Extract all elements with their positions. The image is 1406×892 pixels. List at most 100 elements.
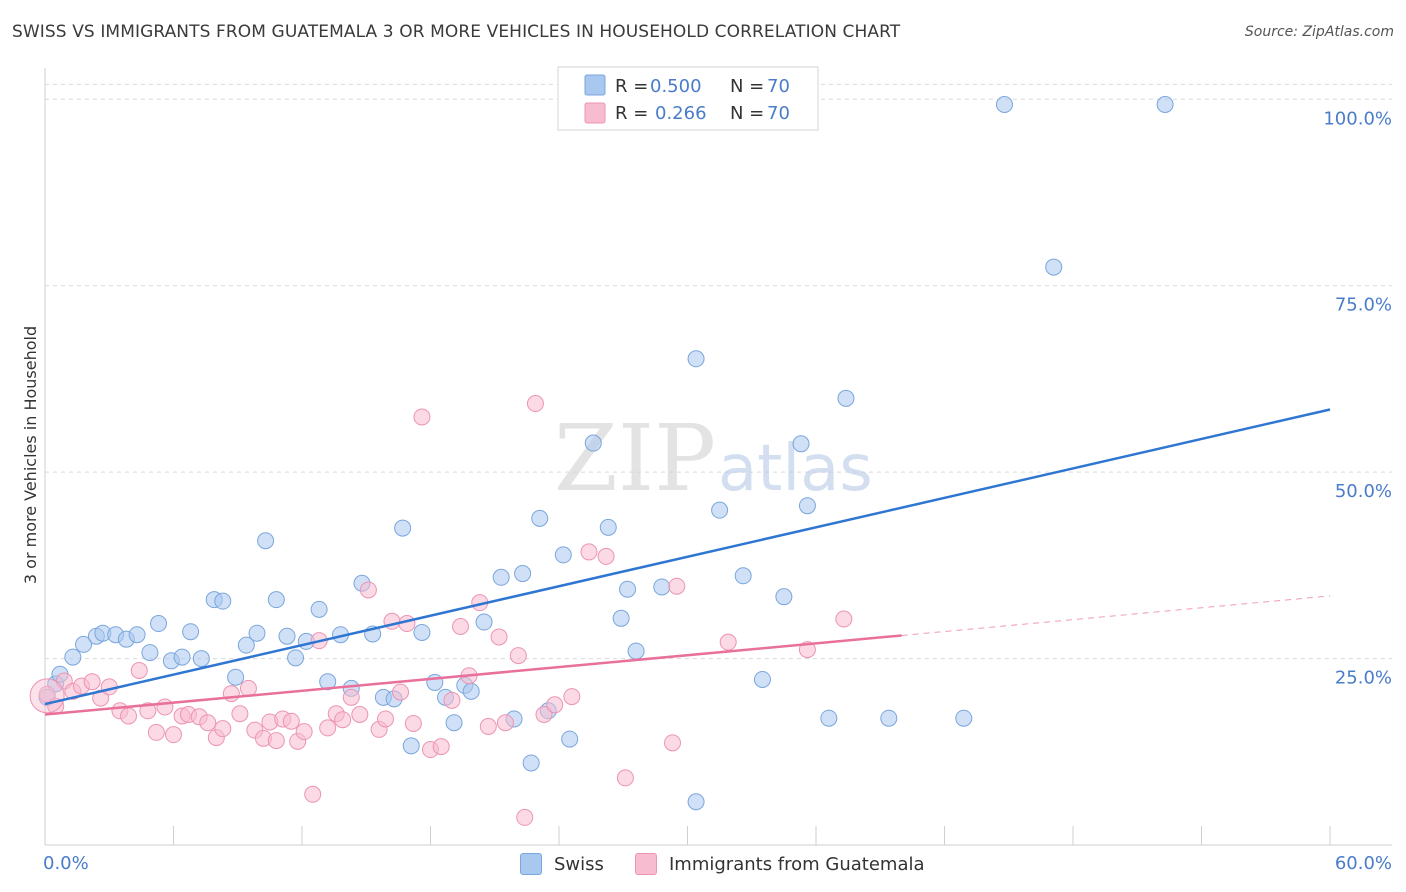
swiss-point	[267, 591, 285, 609]
guatemala-point	[451, 618, 469, 636]
swiss-point	[792, 435, 810, 453]
swiss-point	[837, 389, 855, 407]
guatemala-point	[563, 688, 581, 706]
guatemala-point	[597, 547, 615, 565]
guatemala-point	[29, 678, 65, 714]
swiss-point	[820, 709, 838, 727]
guatemala-point	[479, 717, 497, 735]
guatemala-trend-line	[44, 634, 902, 716]
swiss-point	[1045, 258, 1063, 276]
guatemala-point	[304, 785, 322, 803]
watermark: ZIP atlas	[554, 405, 873, 512]
swiss-point	[492, 568, 510, 586]
swiss-point	[522, 754, 540, 772]
swiss-point	[248, 624, 266, 642]
source-label: Source: ZipAtlas.com	[1244, 24, 1394, 40]
guatemala-point	[526, 395, 544, 413]
y-tick-label: 25.0%	[1335, 668, 1392, 689]
swiss-point	[257, 532, 275, 550]
guatemala-point	[668, 577, 686, 595]
swiss-point	[214, 592, 232, 610]
swiss-point	[227, 668, 245, 686]
swiss-point	[287, 649, 305, 667]
guatemala-trend-extension	[901, 595, 1331, 636]
swiss-point	[445, 714, 463, 732]
y-axis-label: 3 or more Vehicles in Household	[21, 326, 40, 584]
guatemala-point	[231, 705, 249, 723]
swiss-point	[128, 626, 146, 644]
guatemala-point	[496, 714, 514, 732]
guatemala-point	[319, 719, 337, 737]
legend-n-label: N =	[730, 103, 764, 124]
guatemala-point	[267, 732, 285, 750]
trend-layer	[44, 408, 1331, 716]
swiss-point	[182, 623, 200, 641]
swiss-point	[173, 648, 191, 666]
guatemala-point	[282, 712, 300, 730]
swiss-point	[141, 644, 159, 662]
guatemala-point	[295, 723, 313, 741]
guatemala-point	[546, 696, 564, 714]
swiss-point	[192, 650, 210, 668]
swiss-point	[394, 519, 412, 537]
axis-layer: 25.0% 50.0% 75.0% 100.0% 0.0% 60.0%	[43, 68, 1392, 874]
swiss-point	[880, 709, 898, 727]
swiss-point	[955, 709, 973, 727]
legend-n-label: N =	[730, 76, 764, 97]
swiss-point	[798, 497, 816, 515]
y-tick-label: 100.0%	[1323, 108, 1392, 129]
legend-n-value-swiss: 70	[767, 76, 790, 97]
swiss-point	[475, 613, 493, 631]
guatemala-point	[377, 710, 395, 728]
swiss-trend-line	[44, 408, 1331, 706]
series-legend: Swiss Immigrants from Guatemala	[0, 850, 1406, 880]
swiss-point	[514, 565, 532, 583]
swiss-point	[775, 588, 793, 606]
legend-swatch-swiss	[520, 853, 542, 875]
guatemala-point	[413, 408, 431, 426]
legend-r-label: R =	[615, 76, 648, 97]
swiss-point	[462, 682, 480, 700]
legend-swatch-guatemala	[584, 102, 606, 124]
guatemala-point	[392, 683, 410, 701]
swiss-point	[561, 730, 579, 748]
legend-item-guatemala[interactable]: Immigrants from Guatemala	[635, 853, 925, 875]
legend-swatch-guatemala	[635, 853, 657, 875]
y-tick-label: 75.0%	[1335, 295, 1392, 316]
swiss-point	[584, 434, 602, 452]
swiss-point	[554, 546, 572, 564]
chart-title: SWISS VS IMMIGRANTS FROM GUATEMALA 3 OR …	[12, 22, 901, 42]
swiss-point	[612, 609, 630, 627]
guatemala-point	[359, 581, 377, 599]
legend-r-label: R =	[615, 103, 648, 124]
swiss-point	[1156, 96, 1174, 114]
guatemala-point	[139, 702, 157, 720]
x-tick-label: 0.0%	[43, 853, 89, 874]
guatemala-point	[835, 610, 853, 628]
swiss-point	[531, 509, 549, 527]
guatemala-point	[432, 738, 450, 756]
x-tick-label: 60.0%	[1335, 853, 1392, 874]
swiss-point	[687, 793, 705, 811]
legend-label-swiss: Swiss	[554, 853, 604, 875]
guatemala-point	[199, 714, 217, 732]
y-tick-label: 50.0%	[1335, 481, 1392, 502]
guatemala-point	[351, 706, 369, 723]
guatemala-point	[334, 711, 352, 729]
guatemala-point	[83, 673, 101, 691]
legend-item-swiss[interactable]: Swiss	[520, 853, 604, 875]
swiss-point	[75, 635, 93, 653]
swiss-point	[237, 636, 255, 654]
guatemala-point	[490, 628, 508, 646]
guatemala-point	[404, 714, 422, 732]
guatemala-point	[165, 726, 182, 744]
swiss-point	[995, 96, 1013, 114]
guatemala-point	[130, 662, 148, 680]
swiss-point	[278, 627, 296, 645]
guatemala-point	[580, 543, 598, 561]
guatemala-point	[156, 698, 174, 716]
guatemala-point	[120, 707, 138, 725]
swiss-point	[753, 670, 771, 688]
swiss-point	[619, 580, 637, 598]
